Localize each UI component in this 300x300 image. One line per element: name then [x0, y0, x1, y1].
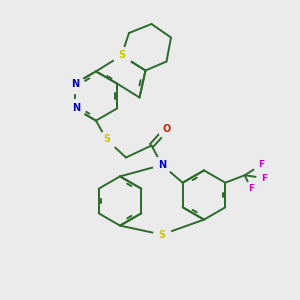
Text: F: F	[261, 174, 267, 183]
Text: N: N	[158, 160, 166, 170]
Text: F: F	[248, 184, 254, 193]
Text: N: N	[72, 103, 80, 113]
Text: S: S	[158, 230, 166, 240]
Text: S: S	[118, 50, 125, 61]
Text: F: F	[258, 160, 264, 169]
Text: S: S	[103, 134, 110, 145]
Text: N: N	[70, 79, 79, 89]
Text: O: O	[162, 124, 171, 134]
